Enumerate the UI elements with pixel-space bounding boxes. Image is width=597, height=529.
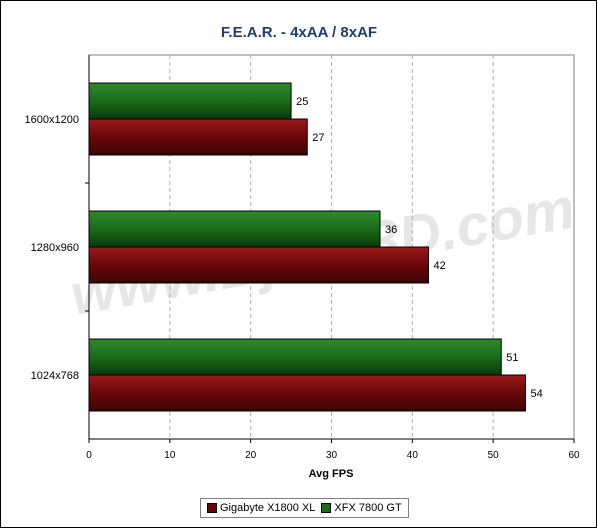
bar-xfx-7800-gt bbox=[88, 82, 292, 120]
bar-xfx-7800-gt bbox=[88, 338, 502, 376]
legend-swatch-green bbox=[321, 503, 332, 513]
bar-gigabyte-x1800-xl bbox=[88, 374, 526, 412]
x-tick-label: 60 bbox=[568, 450, 580, 461]
chart-title: F.E.A.R. - 4xAA / 8xAF bbox=[221, 24, 377, 41]
data-label: 51 bbox=[506, 352, 518, 364]
bar-xfx-7800-gt bbox=[88, 210, 381, 248]
x-tick-label: 40 bbox=[407, 450, 419, 461]
x-tick-label: 0 bbox=[86, 450, 92, 461]
x-axis-title: Avg FPS bbox=[309, 468, 354, 480]
x-tick-label: 30 bbox=[326, 450, 338, 461]
bar-gigabyte-x1800-xl bbox=[88, 246, 429, 284]
bar-gigabyte-x1800-xl bbox=[88, 118, 308, 156]
legend-label: Gigabyte X1800 XL bbox=[220, 502, 316, 514]
data-label: 54 bbox=[531, 388, 543, 400]
category-label: 1024x768 bbox=[31, 370, 79, 382]
data-label: 25 bbox=[296, 96, 308, 108]
legend-item-gigabyte: Gigabyte X1800 XL bbox=[207, 502, 315, 514]
bars bbox=[88, 82, 526, 412]
category-label: 1600x1200 bbox=[25, 114, 79, 126]
x-tick-label: 50 bbox=[488, 450, 500, 461]
category-label: 1280x960 bbox=[31, 242, 79, 254]
legend: Gigabyte X1800 XL XFX 7800 GT bbox=[200, 498, 409, 518]
legend-item-xfx: XFX 7800 GT bbox=[321, 502, 402, 514]
data-label: 27 bbox=[312, 132, 324, 144]
data-label: 36 bbox=[385, 224, 397, 236]
legend-label: XFX 7800 GT bbox=[334, 502, 402, 514]
legend-swatch-red bbox=[207, 503, 217, 513]
x-tick-label: 20 bbox=[245, 450, 257, 461]
x-tick-label: 10 bbox=[164, 450, 176, 461]
axes: 0 10 20 30 40 50 60 1600x1200 1280x960 1024x768 bbox=[25, 55, 580, 461]
data-label: 42 bbox=[434, 260, 446, 272]
value-labels: 25 27 36 42 51 54 bbox=[296, 96, 543, 400]
